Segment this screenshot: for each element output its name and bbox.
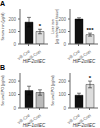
svg-text:0: 0 (13, 106, 16, 111)
svg-text:100: 100 (58, 92, 66, 97)
svg-text:HIF-2αiIEC: HIF-2αiIEC (73, 123, 96, 128)
svg-text:vill-Crei: vill-Crei (27, 49, 42, 62)
svg-text:HIF-2αiIEC: HIF-2αiIEC (73, 59, 96, 64)
svg-text:vill-Crei: vill-Crei (77, 49, 92, 62)
html-text:A: A (0, 0, 6, 7)
svg-text:vill-Cre: vill-Cre (66, 112, 81, 125)
svg-text:vill-Cre: vill-Cre (16, 112, 31, 125)
svg-text:100: 100 (58, 29, 66, 34)
svg-text:***: *** (86, 27, 94, 33)
svg-text:100: 100 (8, 29, 16, 34)
svg-text:Liver iron: Liver iron (50, 19, 55, 34)
svg-text:HIF-1αiIEC: HIF-1αiIEC (23, 123, 46, 128)
svg-text:200: 200 (58, 79, 66, 84)
svg-text:200: 200 (8, 79, 16, 84)
svg-text:HIF-2αiIEC: HIF-2αiIEC (23, 59, 46, 64)
svg-text:vill-Crei: vill-Crei (27, 113, 42, 126)
svg-text:vill-Cre: vill-Cre (16, 48, 31, 61)
svg-text:0: 0 (63, 106, 66, 111)
svg-text:Serum EPO (pg/ml): Serum EPO (pg/ml) (51, 75, 55, 106)
svg-text:200: 200 (58, 17, 66, 22)
svg-text:*: * (89, 75, 92, 81)
svg-text:vill-Cre: vill-Cre (66, 48, 81, 61)
svg-text:vill-Crei: vill-Crei (77, 113, 92, 126)
svg-text:0: 0 (13, 42, 16, 47)
svg-text:100: 100 (8, 92, 16, 97)
html-text:B: B (0, 64, 6, 71)
svg-text:Serum EPO (pg/ml): Serum EPO (pg/ml) (1, 75, 5, 106)
svg-text:*: * (39, 23, 42, 29)
svg-text:0: 0 (63, 42, 66, 47)
svg-text:(μg iron/mg wet tissue): (μg iron/mg wet tissue) (55, 9, 59, 44)
svg-text:Serum iron (μg/dl): Serum iron (μg/dl) (1, 12, 5, 40)
svg-text:200: 200 (8, 17, 16, 22)
